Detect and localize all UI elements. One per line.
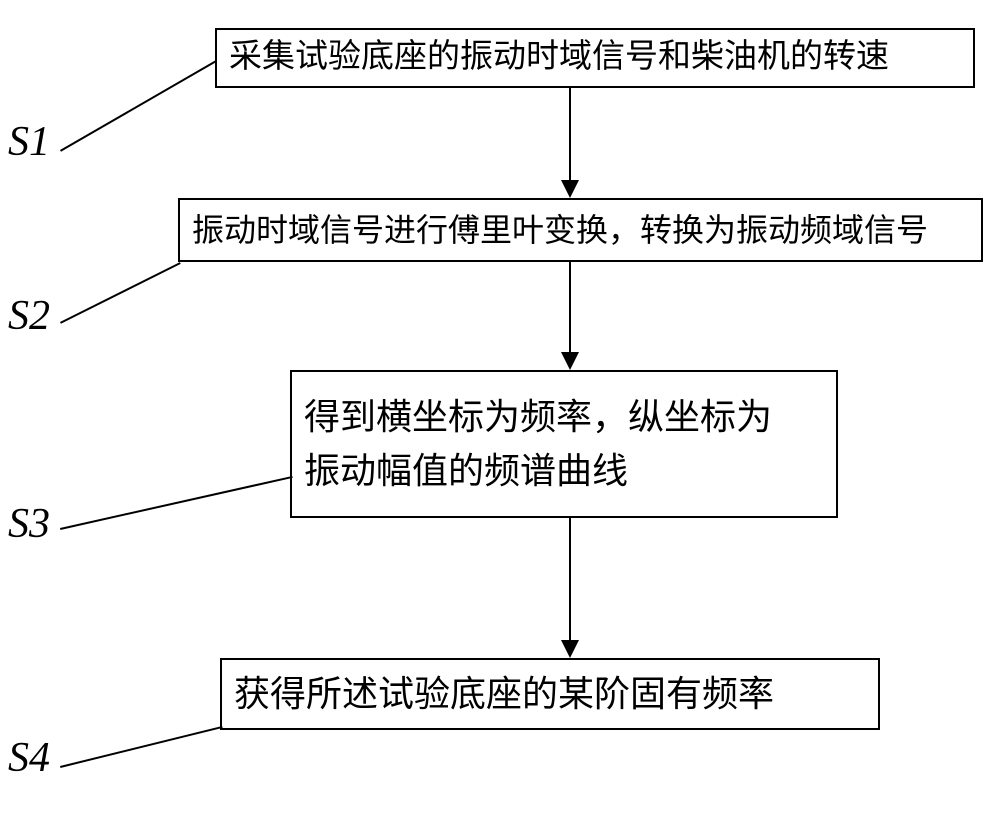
label-connector-s2: [60, 262, 181, 324]
label-connector-s4: [60, 726, 222, 768]
arrow-head-2: [561, 640, 579, 658]
step-text-s3-line0: 得到横坐标为频率，纵坐标为: [304, 390, 824, 444]
step-text-s1-line0: 采集试验底座的振动时域信号和柴油机的转速: [229, 33, 961, 83]
step-box-s2: 振动时域信号进行傅里叶变换，转换为振动频域信号: [178, 198, 983, 262]
step-text-s4-line0: 获得所述试验底座的某阶固有频率: [234, 667, 866, 721]
label-connector-s3: [60, 476, 292, 530]
arrow-shaft-2: [569, 518, 571, 642]
label-connector-s1: [60, 60, 217, 152]
step-text-s2-line0: 振动时域信号进行傅里叶变换，转换为振动频域信号: [192, 206, 969, 254]
arrow-shaft-0: [569, 88, 571, 182]
step-label-s3: S3: [8, 500, 50, 548]
arrow-head-1: [561, 352, 579, 370]
step-box-s1: 采集试验底座的振动时域信号和柴油机的转速: [215, 28, 975, 88]
step-box-s4: 获得所述试验底座的某阶固有频率: [220, 658, 880, 730]
step-box-s3: 得到横坐标为频率，纵坐标为振动幅值的频谱曲线: [290, 370, 838, 518]
arrow-head-0: [561, 180, 579, 198]
step-label-s2: S2: [8, 292, 50, 340]
step-text-s3-line1: 振动幅值的频谱曲线: [304, 444, 824, 498]
arrow-shaft-1: [569, 262, 571, 354]
step-label-s4: S4: [8, 734, 50, 782]
step-label-s1: S1: [8, 118, 50, 166]
